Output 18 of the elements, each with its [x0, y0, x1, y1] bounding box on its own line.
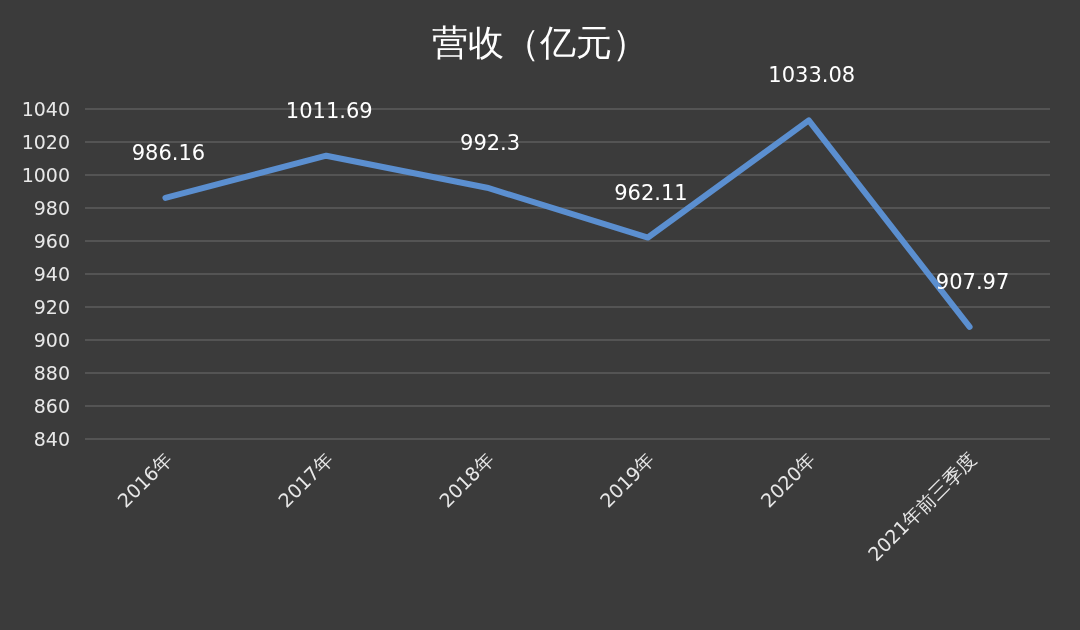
data-label: 962.11	[614, 180, 688, 205]
y-tick-label: 1020	[21, 131, 70, 153]
y-tick-label: 1000	[21, 164, 70, 186]
y-tick-label: 840	[33, 428, 70, 450]
data-label: 992.3	[460, 130, 521, 155]
y-tick-label: 940	[33, 263, 70, 285]
data-label: 986.16	[131, 140, 206, 165]
data-label: 1011.69	[285, 98, 373, 123]
chart-title: 营收（亿元）	[432, 22, 648, 63]
data-label: 1033.08	[768, 63, 856, 88]
y-tick-label: 980	[33, 197, 70, 219]
y-tick-label: 960	[33, 230, 70, 252]
y-tick-label: 1040	[21, 98, 70, 120]
y-tick-label: 860	[33, 395, 70, 417]
data-label: 907.97	[935, 269, 1010, 294]
y-tick-label: 900	[33, 329, 70, 351]
y-tick-label: 920	[33, 296, 70, 318]
y-tick-label: 880	[33, 362, 70, 384]
